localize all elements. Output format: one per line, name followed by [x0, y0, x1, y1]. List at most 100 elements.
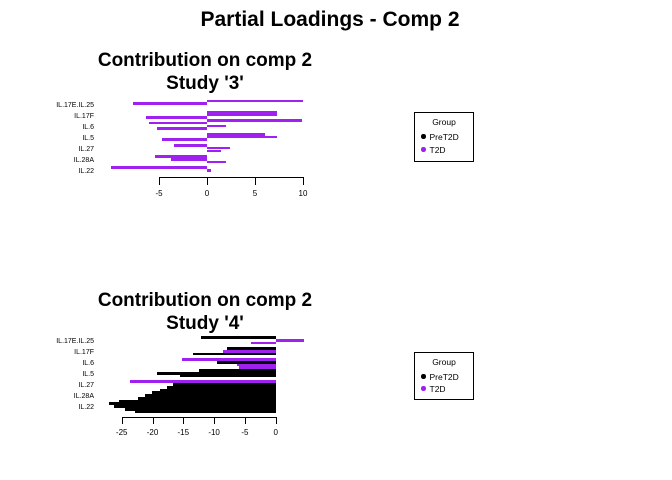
x-axis-tick	[121, 417, 123, 425]
loading-bar	[238, 366, 276, 370]
y-axis-label: IL.5	[82, 371, 94, 379]
x-axis-tick-label: -10	[208, 428, 220, 437]
x-axis-tick	[244, 417, 246, 425]
y-axis-label: IL.17E.IL.25	[56, 101, 94, 109]
loading-bar	[108, 402, 276, 405]
legend-entry-pret2d: PreT2D	[421, 131, 459, 142]
loading-bar	[125, 407, 276, 411]
y-axis-label: IL.28A	[73, 393, 94, 401]
legend-entry-label: PreT2D	[429, 371, 459, 382]
legend-entry-t2d: T2D	[421, 144, 446, 155]
loading-bar	[130, 380, 276, 383]
loading-bar	[138, 396, 276, 400]
x-axis-tick	[275, 417, 277, 425]
y-axis-label: IL.22	[78, 168, 94, 176]
loading-bar	[151, 391, 276, 394]
group-legend-study3: Group PreT2D T2D	[414, 112, 474, 162]
x-axis-tick-label: 5	[252, 189, 258, 198]
loading-bar	[166, 385, 276, 389]
loading-bar	[207, 149, 222, 153]
loading-bar	[159, 388, 276, 392]
pret2d-color-dot	[421, 134, 426, 139]
x-axis-tick-label: -25	[115, 428, 128, 437]
x-axis-tick	[214, 417, 216, 425]
legend-title: Group	[432, 117, 456, 127]
x-axis-line	[121, 417, 276, 419]
t2d-color-dot	[421, 386, 426, 391]
loading-bar	[201, 336, 276, 339]
x-axis-tick-label: 0	[204, 189, 210, 198]
loading-bar	[207, 160, 227, 164]
loading-bar	[236, 363, 276, 367]
loading-bar	[207, 124, 227, 128]
study3-chart-subtitle: Study '3'	[166, 73, 244, 94]
y-axis-label: IL.17F	[74, 112, 94, 120]
y-axis-label: IL.17F	[74, 349, 94, 357]
y-axis-label: IL.27	[78, 145, 94, 153]
loading-bar	[180, 374, 276, 378]
loading-bar	[118, 399, 276, 403]
loading-bar	[207, 146, 231, 150]
loading-bar	[157, 127, 207, 131]
y-axis-label: IL.5	[82, 134, 94, 142]
loading-bar	[134, 410, 276, 414]
loading-bar	[207, 132, 265, 136]
loading-bar	[174, 143, 207, 147]
x-axis-tick	[159, 176, 160, 185]
loading-bar	[111, 166, 207, 169]
y-axis-label: IL.22	[78, 404, 94, 412]
y-axis-label: IL.6	[82, 123, 94, 131]
loading-bar	[216, 360, 276, 364]
loading-bar	[251, 341, 276, 345]
x-axis-tick-label: 0	[273, 428, 278, 437]
loading-bar	[192, 352, 276, 356]
legend-title: Group	[432, 357, 456, 367]
study4-chart-subtitle: Study '4'	[166, 313, 244, 334]
x-axis-line	[159, 176, 303, 178]
loading-bar	[149, 121, 207, 125]
x-axis-tick-label: 10	[298, 189, 308, 198]
loading-bar	[170, 157, 207, 161]
loading-bar	[207, 119, 303, 122]
loading-bar	[145, 393, 276, 397]
loading-bar	[114, 404, 276, 408]
loading-bar	[207, 135, 278, 139]
loading-bar	[207, 110, 278, 114]
x-axis-tick	[183, 417, 185, 425]
loading-bar	[227, 347, 276, 350]
y-axis-label: IL.28A	[73, 157, 94, 165]
legend-entry-label: T2D	[429, 383, 446, 394]
legend-entry-t2d: T2D	[421, 383, 446, 394]
main-title: Partial Loadings - Comp 2	[200, 8, 460, 31]
t2d-color-dot	[421, 147, 426, 152]
loading-bar	[133, 102, 207, 106]
loading-bar	[207, 113, 278, 117]
x-axis-tick-label: -20	[146, 428, 159, 437]
x-axis-tick	[303, 176, 304, 185]
legend-entry-label: PreT2D	[429, 131, 459, 142]
loading-bar	[173, 382, 276, 386]
x-axis-tick	[152, 417, 154, 425]
study4-chart-title: Contribution on comp 2	[97, 290, 313, 311]
loading-bar	[156, 371, 276, 375]
loading-bar	[198, 369, 276, 372]
loading-bar	[207, 168, 211, 172]
study3-chart-title: Contribution on comp 2	[97, 50, 313, 71]
loading-bar	[155, 155, 207, 158]
x-axis-tick	[255, 176, 256, 185]
loading-bar	[207, 99, 303, 103]
legend-entry-label: T2D	[429, 144, 446, 155]
y-axis-label: IL.27	[78, 382, 94, 390]
loading-bar	[182, 358, 276, 361]
y-axis-label: IL.6	[82, 360, 94, 368]
y-axis-label: IL.17E.IL.25	[56, 338, 94, 345]
loading-bar	[145, 116, 207, 119]
pret2d-color-dot	[421, 374, 426, 379]
loading-bar	[222, 349, 276, 353]
group-legend-study4: Group PreT2D T2D	[414, 352, 474, 400]
legend-entry-pret2d: PreT2D	[421, 371, 459, 382]
loading-bar	[275, 338, 305, 342]
